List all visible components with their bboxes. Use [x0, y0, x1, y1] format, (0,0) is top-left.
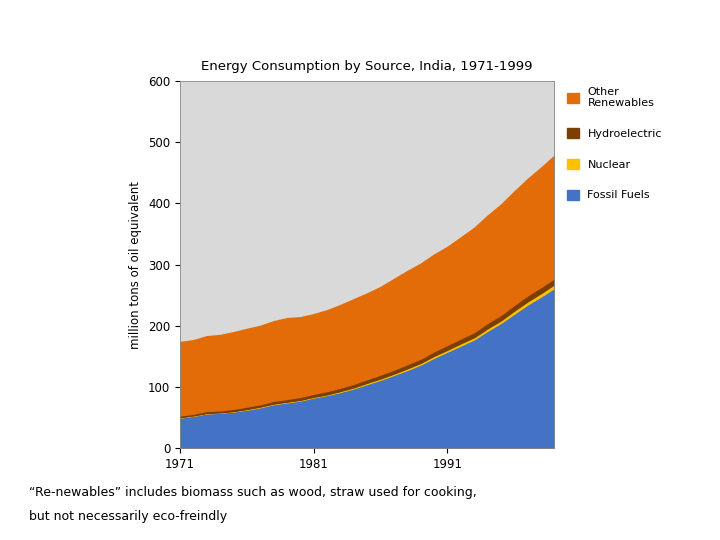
- Text: “Re-newables” includes biomass such as wood, straw used for cooking,: “Re-newables” includes biomass such as w…: [29, 486, 477, 499]
- Legend: Other
Renewables, Hydroelectric, Nuclear, Fossil Fuels: Other Renewables, Hydroelectric, Nuclear…: [567, 86, 662, 200]
- Y-axis label: million tons of oil equivalent: million tons of oil equivalent: [130, 180, 143, 349]
- Title: Energy Consumption by Source, India, 1971-1999: Energy Consumption by Source, India, 197…: [202, 60, 533, 73]
- Text: but not necessarily eco-freindly: but not necessarily eco-freindly: [29, 510, 227, 523]
